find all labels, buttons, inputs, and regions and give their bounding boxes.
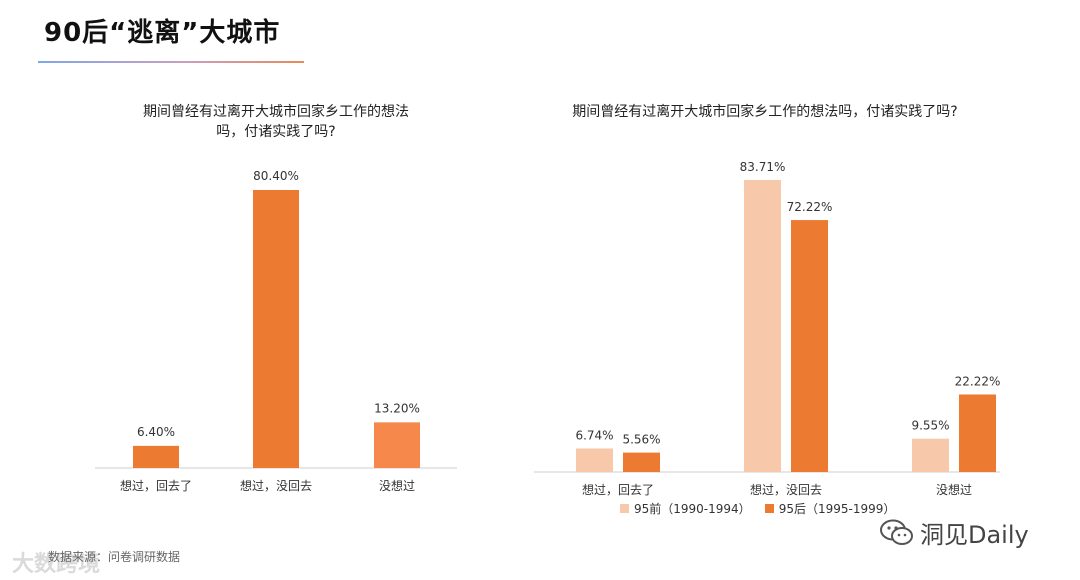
left-category-label-1: 想过，没回去 xyxy=(240,478,312,493)
legend-label-pre95: 95前（1990-1994） xyxy=(634,502,751,516)
right-data-label-pre95-1: 83.71% xyxy=(740,160,786,174)
left-chart-title-line-1: 期间曾经有过离开大城市回家乡工作的想法 xyxy=(143,104,409,120)
right-data-label-post95-2: 22.22% xyxy=(955,374,1001,388)
right-category-label-0: 想过，回去了 xyxy=(582,482,654,497)
right-bar-pre95-1 xyxy=(744,180,781,472)
legend-item-post95: 95后（1995-1999） xyxy=(764,500,896,517)
right-category-label-2: 没想过 xyxy=(936,482,972,497)
account-watermark-label: 洞见Daily xyxy=(920,521,1029,549)
right-bar-pre95-0 xyxy=(576,448,613,472)
page-title: 90后“逃离”大城市 xyxy=(44,18,281,48)
left-chart-title: 期间曾经有过离开大城市回家乡工作的想法 吗，付诸实践了吗? xyxy=(95,102,457,142)
right-bar-post95-2 xyxy=(959,394,996,472)
legend-label-post95: 95后（1995-1999） xyxy=(778,502,896,516)
left-data-label-0: 6.40% xyxy=(137,425,175,439)
left-data-label-2: 13.20% xyxy=(374,401,420,415)
left-chart-title-line-2: 吗，付诸实践了吗? xyxy=(216,124,336,140)
right-bar-pre95-2 xyxy=(912,438,949,472)
left-bar-2 xyxy=(374,422,420,468)
right-chart-legend: 95前（1990-1994） 95后（1995-1999） xyxy=(620,500,895,517)
account-watermark: 洞见Daily xyxy=(880,515,1029,550)
right-data-label-post95-1: 72.22% xyxy=(787,200,833,214)
right-data-label-pre95-0: 6.74% xyxy=(575,428,613,442)
right-data-label-pre95-2: 9.55% xyxy=(911,419,949,433)
left-data-label-1: 80.40% xyxy=(253,169,299,183)
legend-item-pre95: 95前（1990-1994） xyxy=(620,500,751,517)
right-category-label-1: 想过，没回去 xyxy=(750,482,822,497)
data-source-note: 数据来源：问卷调研数据 xyxy=(48,550,181,564)
right-data-label-post95-0: 5.56% xyxy=(622,433,660,447)
legend-swatch-post95 xyxy=(764,504,774,513)
right-bar-post95-0 xyxy=(623,452,660,472)
right-chart-title: 期间曾经有过离开大城市回家乡工作的想法吗，付诸实践了吗? xyxy=(572,104,958,120)
left-bar-1 xyxy=(253,190,299,468)
wechat-icon xyxy=(880,519,914,547)
left-category-label-2: 没想过 xyxy=(379,478,415,493)
legend-swatch-pre95 xyxy=(620,504,629,513)
left-bar-0 xyxy=(133,445,179,468)
right-bar-post95-1 xyxy=(791,220,828,472)
brand-watermark: 大数跨境 xyxy=(12,552,101,577)
left-category-label-0: 想过，回去了 xyxy=(120,478,192,493)
title-underline xyxy=(38,61,304,63)
